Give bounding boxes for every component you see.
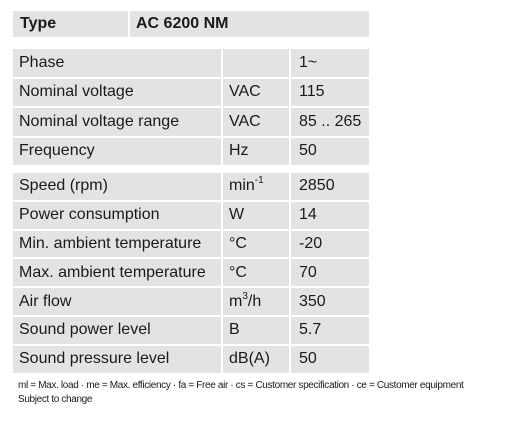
table-row: Sound pressure level dB(A) 50 [13, 345, 369, 373]
param-label: Sound power level [13, 316, 223, 344]
param-label: Frequency [13, 137, 223, 165]
param-label: Sound pressure level [13, 345, 223, 373]
value-cell: 115 [299, 83, 325, 101]
param-label: Min. ambient temperature [13, 230, 223, 258]
table-row: Phase 1~ [13, 49, 369, 79]
subject-to-change-note: Subject to change [18, 394, 93, 405]
table-row: Nominal voltage range VAC 85 .. 265 [13, 108, 369, 138]
param-label: Power consumption [13, 201, 223, 229]
table-row: Sound power level B 5.7 [13, 316, 369, 346]
type-value: AC 6200 NM [136, 15, 229, 32]
spec-sheet: Type AC 6200 NM Phase 1~ Nominal voltage… [13, 11, 369, 373]
value-cell: 350 [299, 292, 326, 310]
unit-cell: Hz [223, 137, 291, 165]
value-cell: 14 [299, 206, 317, 224]
footnote: ml = Max. load · me = Max. efficiency · … [18, 379, 464, 407]
value-cell: 70 [299, 263, 317, 281]
table-row: Speed (rpm) min -1 2850 [13, 173, 369, 202]
unit-cell: min -1 [223, 173, 291, 200]
unit-cell: W [223, 201, 291, 229]
unit-base: min [229, 177, 255, 195]
param-label: Nominal voltage range [13, 108, 223, 136]
unit-base: m [229, 292, 243, 310]
value-cell: 85 .. 265 [299, 112, 362, 130]
unit-cell: B [223, 316, 291, 344]
unit-base: B [229, 321, 240, 339]
value-cell: 50 [299, 350, 317, 368]
param-label: Max. ambient temperature [13, 259, 223, 287]
unit-cell: VAC [223, 78, 291, 106]
value-cell: 2850 [299, 177, 335, 195]
value-cell: 5.7 [299, 321, 322, 339]
param-label: Nominal voltage [13, 78, 223, 106]
unit-cell: VAC [223, 108, 291, 136]
unit-cell [223, 49, 291, 77]
performance-specs-table: Speed (rpm) min -1 2850 Power consumption… [13, 173, 369, 373]
param-label: Speed (rpm) [13, 173, 223, 200]
table-row: Frequency Hz 50 [13, 137, 369, 165]
electrical-specs-table: Phase 1~ Nominal voltage VAC 115 Nominal… [13, 49, 369, 165]
type-label: Type [13, 11, 130, 37]
abbreviations-legend: ml = Max. load · me = Max. efficiency · … [18, 380, 464, 391]
unit-cell: °C [223, 259, 291, 287]
unit-superscript: -1 [254, 175, 264, 187]
table-row: Min. ambient temperature °C -20 [13, 230, 369, 260]
unit-cell: °C [223, 230, 291, 258]
table-row: Nominal voltage VAC 115 [13, 78, 369, 108]
value-cell: -20 [299, 234, 323, 252]
value-cell: 50 [299, 142, 317, 160]
unit-base: °C [229, 234, 247, 252]
param-label: Phase [13, 49, 223, 77]
unit-superscript: 3 [242, 290, 248, 302]
unit-tail: /h [247, 292, 262, 310]
table-row: Max. ambient temperature °C 70 [13, 259, 369, 289]
type-header-row: Type AC 6200 NM [13, 11, 369, 37]
param-label: Air flow [13, 288, 223, 315]
unit-base: °C [229, 263, 247, 281]
unit-base: W [229, 206, 245, 224]
value-cell: 1~ [299, 53, 318, 71]
unit-cell: m 3/h [223, 288, 291, 315]
table-row: Air flow m 3/h 350 [13, 288, 369, 317]
unit-cell: dB(A) [223, 345, 291, 373]
table-row: Power consumption W 14 [13, 201, 369, 231]
unit-base: dB(A) [229, 350, 270, 368]
